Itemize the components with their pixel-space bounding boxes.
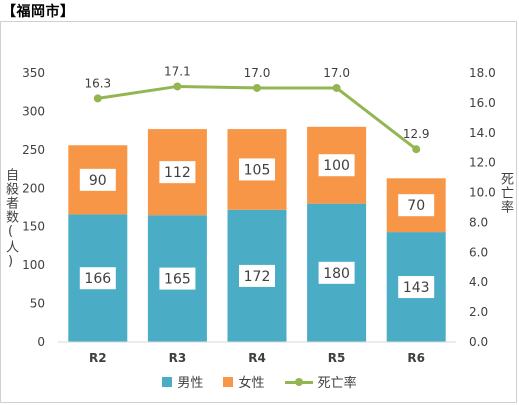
y2-tick-label: 12.0 bbox=[469, 156, 496, 170]
page-title: 【福岡市】 bbox=[2, 4, 75, 20]
data-label-female: 105 bbox=[244, 162, 271, 178]
data-label-box-male bbox=[159, 267, 196, 290]
y-tick-label: 200 bbox=[22, 181, 45, 195]
y-tick-label: 350 bbox=[22, 66, 45, 80]
rate-label: 17.1 bbox=[164, 64, 191, 78]
data-label-male: 166 bbox=[84, 271, 111, 287]
data-label-male: 180 bbox=[323, 266, 350, 282]
rate-point bbox=[253, 83, 261, 92]
legend-label-male: 男性 bbox=[177, 376, 204, 391]
rate-label: 17.0 bbox=[323, 66, 350, 80]
data-label-box-male bbox=[318, 261, 355, 284]
data-label-male: 165 bbox=[164, 272, 191, 288]
y-tick-label: 150 bbox=[22, 220, 45, 234]
y2-axis-label: 死亡率 bbox=[498, 172, 513, 214]
legend-label-rate: 死亡率 bbox=[317, 376, 357, 391]
legend-swatch-male bbox=[162, 376, 173, 387]
rate-point bbox=[412, 145, 421, 154]
y-tick-label: 100 bbox=[22, 258, 45, 272]
y-tick-label: 50 bbox=[30, 297, 45, 311]
y-tick-label: 300 bbox=[22, 104, 45, 118]
x-tick-label: R5 bbox=[328, 351, 346, 365]
rate-point bbox=[173, 82, 182, 91]
y-tick-label: 250 bbox=[22, 143, 45, 157]
y2-tick-label: 6.0 bbox=[469, 245, 488, 259]
y2-tick-label: 18.0 bbox=[469, 66, 496, 80]
x-tick-label: R6 bbox=[407, 351, 425, 365]
data-label-male: 172 bbox=[244, 269, 271, 285]
legend-swatch-female bbox=[223, 376, 234, 387]
legend-swatch-rate bbox=[284, 377, 313, 387]
data-label-box-male bbox=[79, 267, 116, 290]
y2-tick-label: 0.0 bbox=[469, 335, 488, 349]
y-axis-label: 自殺者数(人) bbox=[3, 168, 18, 270]
data-label-female: 90 bbox=[89, 173, 107, 189]
y2-tick-label: 14.0 bbox=[469, 126, 496, 140]
data-label-male: 143 bbox=[403, 280, 430, 296]
data-label-box-female bbox=[159, 161, 196, 184]
legend-item-rate: 死亡率 bbox=[284, 372, 357, 391]
y2-tick-label: 16.0 bbox=[469, 96, 496, 110]
legend-label-female: 女性 bbox=[238, 376, 265, 391]
data-label-box-female bbox=[239, 158, 275, 181]
y2-tick-label: 8.0 bbox=[469, 215, 488, 229]
data-label-female: 112 bbox=[164, 165, 191, 181]
y-tick-label: 0 bbox=[37, 335, 45, 349]
data-label-box-female bbox=[318, 154, 355, 177]
legend: 男性 女性 死亡率 bbox=[0, 372, 519, 391]
data-label-box-female bbox=[79, 168, 116, 191]
chart-frame bbox=[0, 21, 517, 403]
data-label-female: 70 bbox=[407, 198, 425, 214]
y2-tick-label: 2.0 bbox=[469, 305, 488, 319]
rate-label: 12.9 bbox=[403, 127, 430, 141]
data-label-female: 100 bbox=[323, 158, 350, 174]
data-label-box-male bbox=[398, 276, 435, 299]
rate-label: 17.0 bbox=[244, 66, 271, 80]
legend-item-male: 男性 bbox=[162, 372, 203, 391]
y2-tick-label: 10.0 bbox=[469, 186, 496, 200]
rate-point bbox=[93, 94, 102, 103]
rate-label: 16.3 bbox=[84, 76, 111, 90]
x-tick-label: R4 bbox=[248, 351, 266, 365]
rate-point bbox=[332, 83, 341, 92]
x-tick-label: R3 bbox=[169, 351, 187, 365]
legend-item-female: 女性 bbox=[223, 372, 265, 391]
x-tick-label: R2 bbox=[89, 351, 107, 365]
data-label-box-male bbox=[239, 264, 275, 287]
y2-tick-label: 4.0 bbox=[469, 275, 488, 289]
data-label-box-female bbox=[398, 194, 435, 217]
